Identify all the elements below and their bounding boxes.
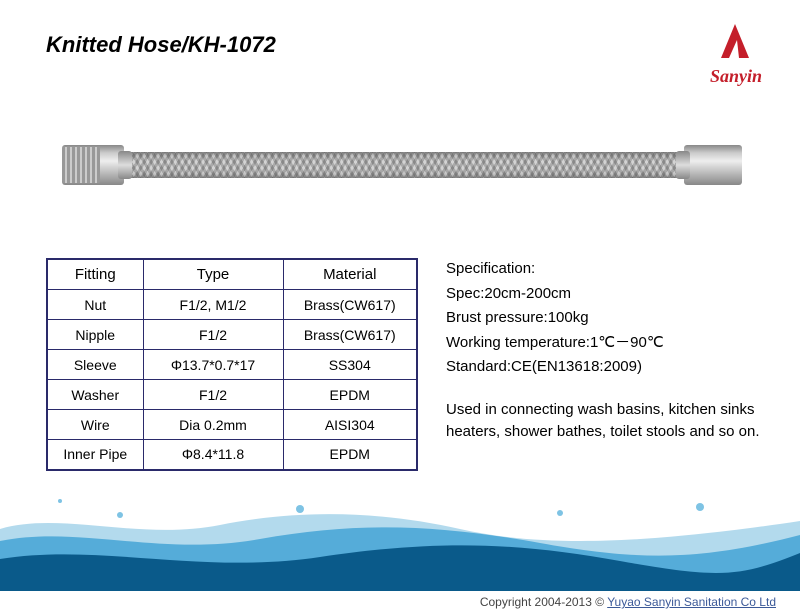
page-title: Knitted Hose/KH-1072 <box>46 32 276 58</box>
wave-icon <box>0 481 800 591</box>
hose-illustration <box>62 143 742 187</box>
table-row: Inner PipeΦ8.4*11.8EPDM <box>47 440 417 470</box>
copyright-link[interactable]: Yuyao Sanyin Sanitation Co Ltd <box>607 595 776 609</box>
hose-fitting-right <box>684 145 742 185</box>
water-footer <box>0 481 800 591</box>
spec-line: Standard:CE(EN13618:2009) <box>446 356 762 379</box>
spec-text: Specification: Spec:20cm-200cm Brust pre… <box>446 258 762 471</box>
hose-braid <box>124 152 684 178</box>
table-header: Fitting <box>47 259 143 290</box>
table-row: NutF1/2, M1/2Brass(CW617) <box>47 290 417 320</box>
table-row: NippleF1/2Brass(CW617) <box>47 320 417 350</box>
table-header: Material <box>283 259 417 290</box>
spec-table: Fitting Type Material NutF1/2, M1/2Brass… <box>46 258 418 471</box>
spec-usage: Used in connecting wash basins, kitchen … <box>446 399 762 444</box>
table-body: NutF1/2, M1/2Brass(CW617) NippleF1/2Bras… <box>47 290 417 470</box>
table-row: WireDia 0.2mmAISI304 <box>47 410 417 440</box>
brand-logo: Sanyin <box>710 18 762 87</box>
page: Knitted Hose/KH-1072 Sanyin Fitting Type… <box>0 0 800 615</box>
table-row: WasherF1/2EPDM <box>47 380 417 410</box>
table-header: Type <box>143 259 283 290</box>
logo-icon <box>715 18 757 64</box>
spec-heading: Specification: <box>446 258 762 281</box>
content-row: Fitting Type Material NutF1/2, M1/2Brass… <box>46 258 762 471</box>
spec-line: Working temperature:1℃－90℃ <box>446 332 762 355</box>
copyright-prefix: Copyright 2004-2013 © <box>480 595 607 609</box>
table-row: SleeveΦ13.7*0.7*17SS304 <box>47 350 417 380</box>
spec-line: Brust pressure:100kg <box>446 307 762 330</box>
table-header-row: Fitting Type Material <box>47 259 417 290</box>
spec-line: Spec:20cm-200cm <box>446 283 762 306</box>
logo-text: Sanyin <box>710 66 762 87</box>
copyright: Copyright 2004-2013 © Yuyao Sanyin Sanit… <box>480 595 776 609</box>
product-image <box>46 100 758 230</box>
hose-fitting-left <box>62 145 124 185</box>
